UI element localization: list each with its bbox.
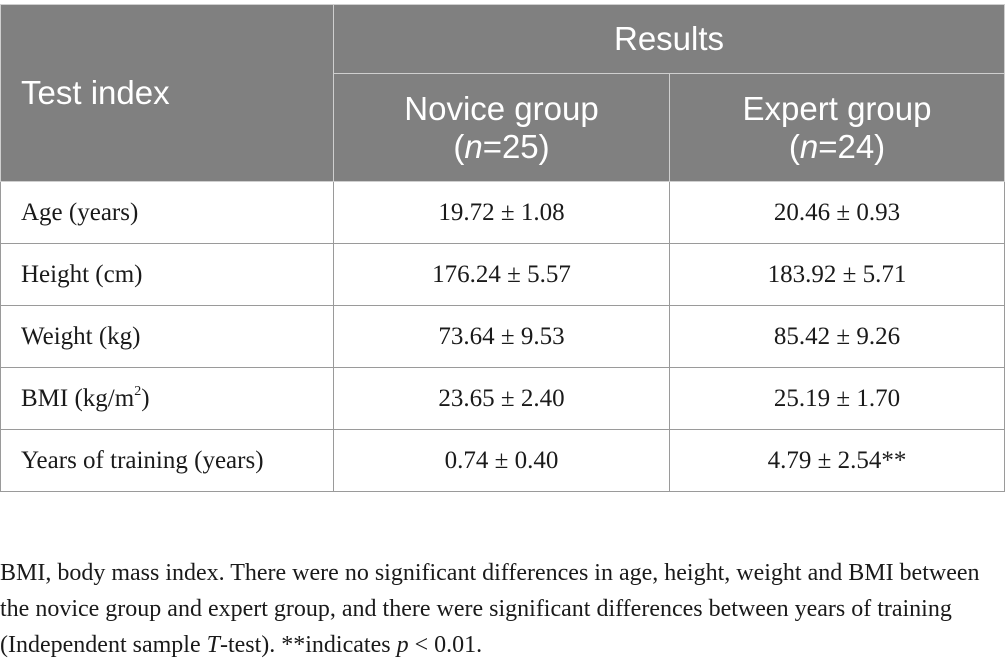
table-row: Height (cm) 176.24 ± 5.57 183.92 ± 5.71	[0, 243, 1005, 306]
expert-group-n: (n=24)	[788, 127, 886, 165]
header-expert-group: Expert group (n=24)	[668, 73, 1005, 182]
participant-characteristics-table: Test index Results Novice group (n=25) E…	[0, 4, 1005, 492]
expert-group-name: Expert group	[742, 89, 932, 127]
row-label-bmi: BMI (kg/m2)	[0, 367, 334, 430]
row-label-age: Age (years)	[0, 181, 334, 244]
cell-novice-bmi: 23.65 ± 2.40	[333, 367, 670, 430]
novice-group-name: Novice group	[404, 89, 599, 127]
cell-novice-height: 176.24 ± 5.57	[333, 243, 670, 306]
cell-novice-years-training: 0.74 ± 0.40	[333, 429, 670, 492]
data-table-container: Test index Results Novice group (n=25) E…	[0, 4, 1005, 492]
header-novice-group: Novice group (n=25)	[333, 73, 670, 182]
table-footnote: BMI, body mass index. There were no sign…	[0, 560, 980, 658]
table-row: Weight (kg) 73.64 ± 9.53 85.42 ± 9.26	[0, 305, 1005, 368]
table-row: Years of training (years) 0.74 ± 0.40 4.…	[0, 429, 1005, 492]
row-label-weight: Weight (kg)	[0, 305, 334, 368]
row-label-height: Height (cm)	[0, 243, 334, 306]
cell-expert-height: 183.92 ± 5.71	[668, 243, 1005, 306]
header-test-index: Test index	[0, 4, 334, 182]
cell-expert-age: 20.46 ± 0.93	[668, 181, 1005, 244]
cell-expert-years-training: 4.79 ± 2.54**	[668, 429, 1005, 492]
table-row: BMI (kg/m2) 23.65 ± 2.40 25.19 ± 1.70	[0, 367, 1005, 430]
novice-group-n: (n=25)	[453, 127, 550, 165]
row-label-years-training: Years of training (years)	[0, 429, 334, 492]
cell-expert-weight: 85.42 ± 9.26	[668, 305, 1005, 368]
table-header: Test index Results Novice group (n=25) E…	[0, 4, 1005, 182]
cell-expert-bmi: 25.19 ± 1.70	[668, 367, 1005, 430]
cell-novice-weight: 73.64 ± 9.53	[333, 305, 670, 368]
table-row: Age (years) 19.72 ± 1.08 20.46 ± 0.93	[0, 181, 1005, 244]
table-body: Age (years) 19.72 ± 1.08 20.46 ± 0.93 He…	[0, 181, 1005, 492]
header-results: Results	[332, 4, 1005, 74]
cell-novice-age: 19.72 ± 1.08	[333, 181, 670, 244]
